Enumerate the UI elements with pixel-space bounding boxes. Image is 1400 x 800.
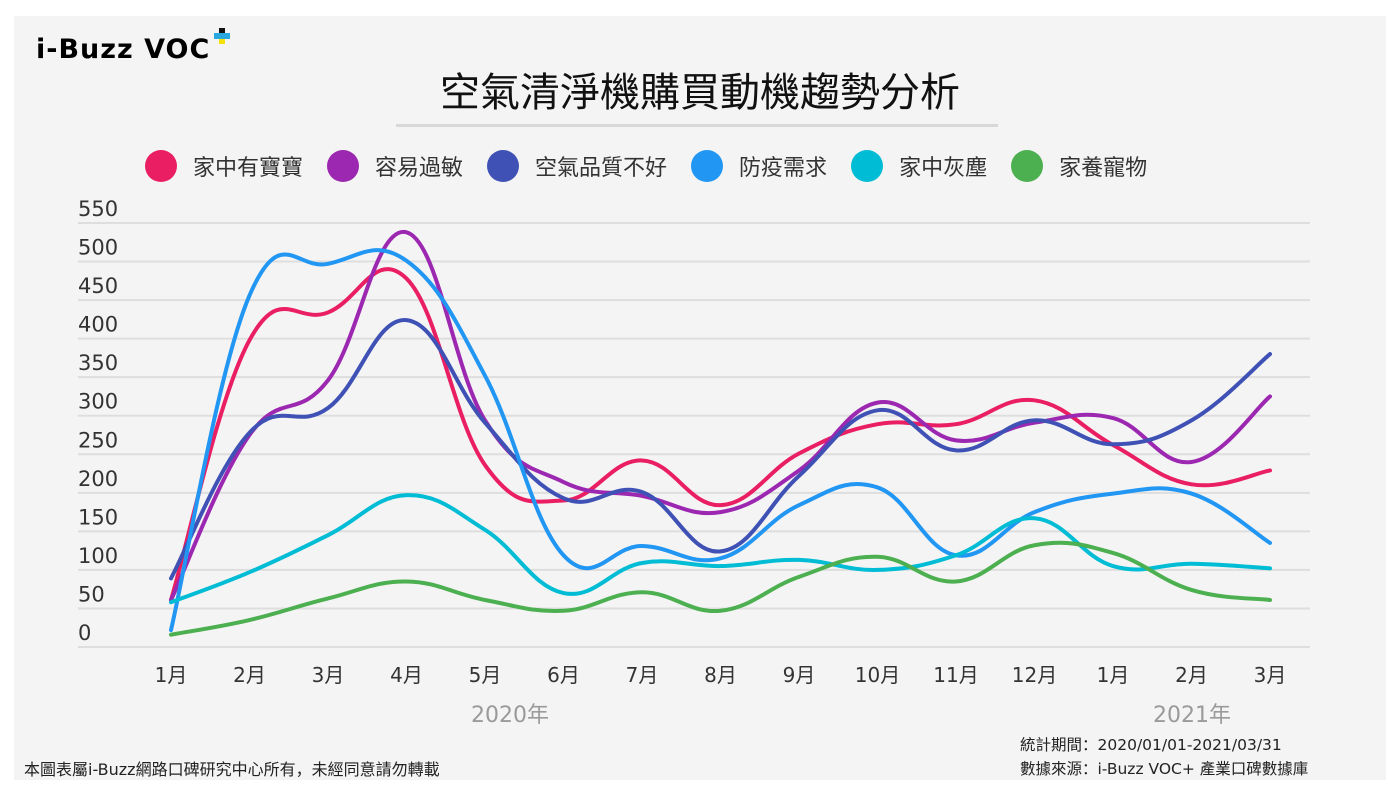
y-tick-label: 350 (78, 351, 118, 375)
x-tick-label: 11月 (933, 663, 978, 687)
legend-label: 家中灰塵 (899, 156, 988, 181)
x-tick-label: 10月 (855, 663, 900, 687)
x-tick-label: 9月 (783, 663, 816, 687)
chart-panel (14, 16, 1386, 780)
legend: 家中有寶寶 容易過敏 空氣品質不好 防疫需求 家中灰塵 家養寵物 (145, 150, 1171, 182)
legend-item: 空氣品質不好 (487, 150, 667, 182)
series-line-4 (169, 248, 1272, 633)
x-tick-label: 2月 (233, 663, 266, 687)
legend-marker-icon (691, 150, 724, 182)
legend-marker-icon (1011, 150, 1044, 182)
stat-period: 統計期間：2020/01/01-2021/03/31 (1020, 736, 1282, 754)
title-underline (396, 124, 998, 127)
legend-item: 容易過敏 (327, 150, 463, 182)
x-tick-label: 1月 (1097, 663, 1130, 687)
y-tick-label: 150 (78, 505, 118, 529)
y-tick-label: 500 (78, 236, 118, 260)
x-tick-label: 6月 (547, 663, 580, 687)
year-label: 2020年 (471, 703, 549, 728)
y-tick-label: 400 (78, 313, 118, 337)
y-tick-label: 250 (78, 428, 118, 452)
legend-label: 防疫需求 (739, 156, 828, 181)
x-tick-label: 4月 (390, 663, 423, 687)
y-tick-label: 50 (78, 582, 105, 606)
y-tick-label: 550 (78, 197, 118, 221)
x-tick-label: 8月 (704, 663, 737, 687)
x-tick-label: 3月 (1254, 663, 1287, 687)
x-tick-label: 2月 (1175, 663, 1208, 687)
data-source: 數據來源：i-Buzz VOC+ 產業口碑數據庫 (1020, 760, 1309, 778)
chart-title: 空氣清淨機購買動機趨勢分析 (440, 70, 960, 116)
x-tick-label: 5月 (469, 663, 502, 687)
legend-label: 家養寵物 (1059, 156, 1148, 181)
y-tick-label: 200 (78, 467, 118, 491)
series-line-2 (169, 230, 1272, 602)
logo: i-Buzz VOC (36, 28, 231, 65)
x-tick-label: 1月 (155, 663, 188, 687)
legend-item: 防疫需求 (691, 150, 827, 182)
legend-item: 家養寵物 (1011, 150, 1147, 182)
legend-marker-icon (327, 150, 360, 182)
legend-label: 容易過敏 (375, 156, 464, 181)
x-tick-label: 7月 (626, 663, 659, 687)
series-line-5 (169, 493, 1272, 605)
y-tick-label: 300 (78, 390, 118, 414)
x-tick-label: 3月 (312, 663, 345, 687)
legend-marker-icon (851, 150, 884, 182)
series-line-1 (169, 267, 1272, 602)
y-tick-label: 100 (78, 544, 118, 568)
footer-info: 統計期間：2020/01/01-2021/03/31 數據來源：i-Buzz V… (1020, 733, 1308, 781)
legend-marker-icon (487, 150, 520, 182)
x-tick-label: 12月 (1012, 663, 1057, 687)
legend-label: 家中有寶寶 (193, 156, 304, 181)
copyright-note: 本圖表屬i-Buzz網路口碑研究中心所有，未經同意請勿轉載 (24, 760, 440, 779)
legend-marker-icon (145, 150, 177, 182)
series-line-3 (169, 318, 1272, 581)
y-tick-label: 450 (78, 274, 118, 298)
legend-item: 家中灰塵 (851, 150, 987, 182)
year-label: 2021年 (1153, 703, 1231, 728)
logo-text: i-Buzz VOC (36, 34, 211, 65)
logo-plus-icon (214, 28, 231, 44)
legend-label: 空氣品質不好 (535, 156, 668, 181)
y-tick-label: 0 (78, 621, 91, 645)
legend-item: 家中有寶寶 (145, 150, 303, 182)
